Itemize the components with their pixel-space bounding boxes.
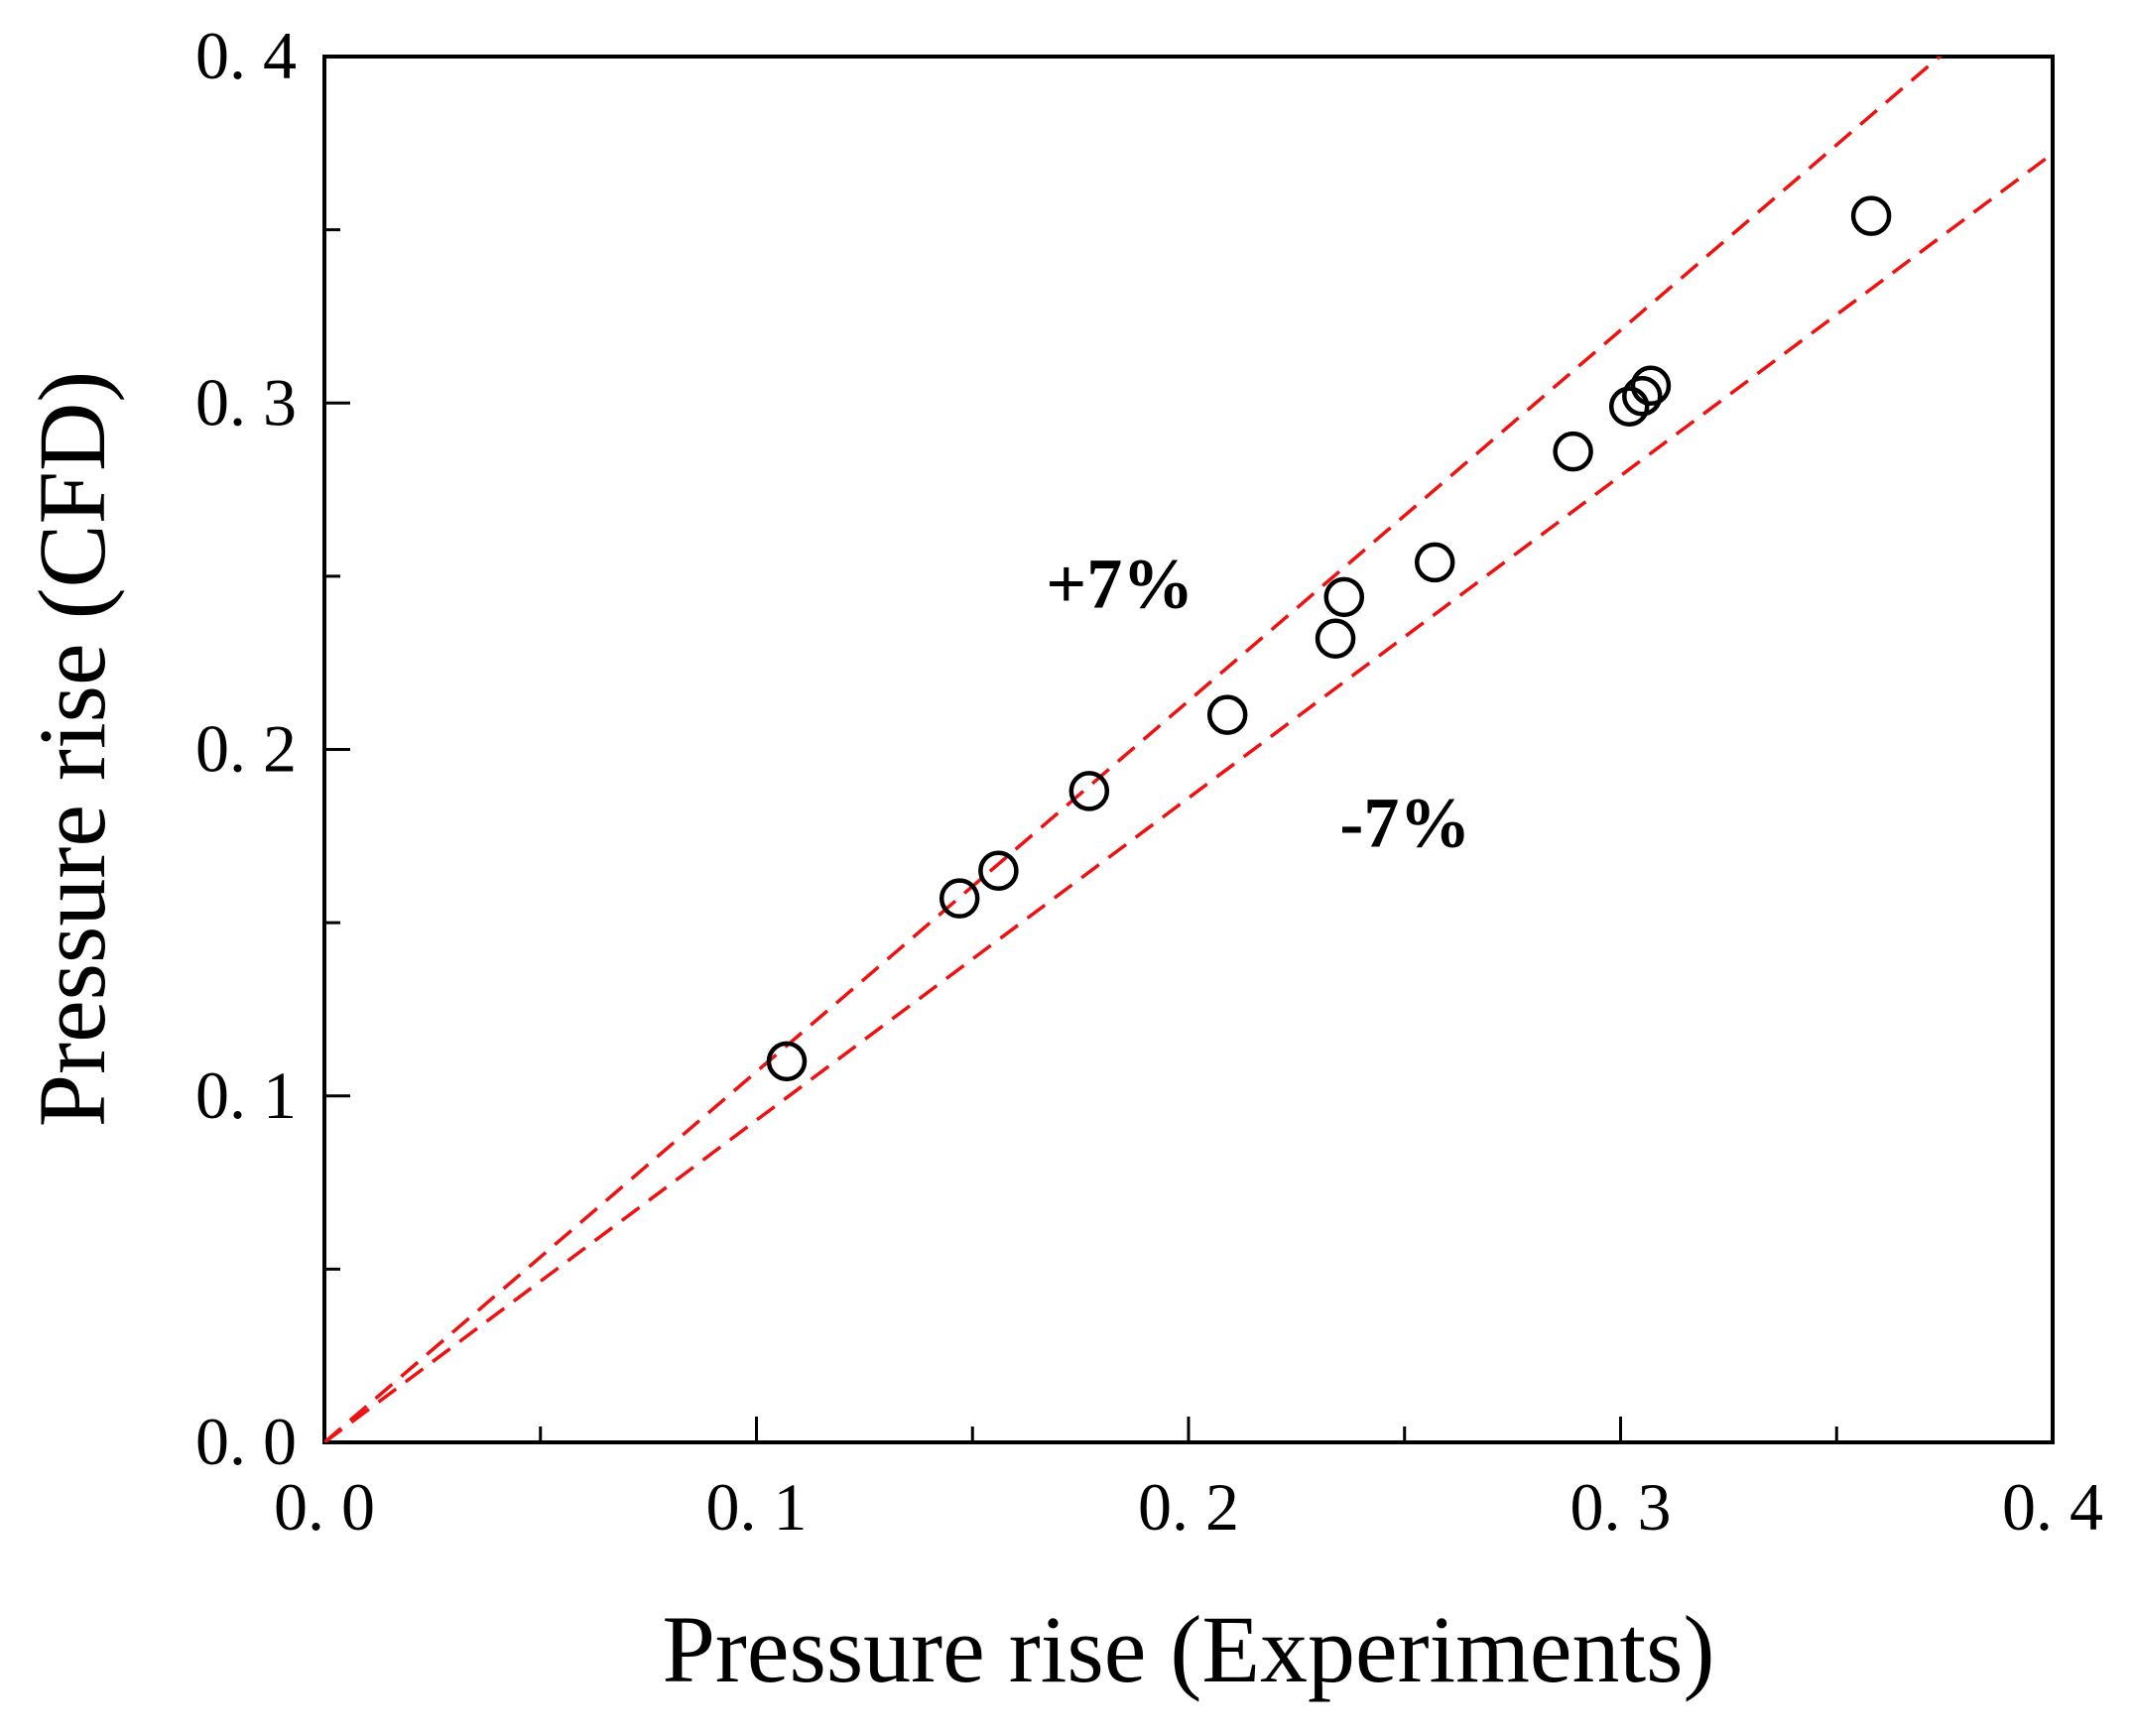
y-axis-title: Pressure rise (CFD) [19,371,125,1128]
data-point [1553,431,1593,472]
data-point [1414,542,1455,583]
band-label-lower: -7% [1339,783,1470,862]
data-point [978,850,1019,891]
data-point [1630,365,1672,407]
plot-frame [322,55,2055,1444]
y-tick-label: 0. 4 [195,18,297,93]
band-label-upper: +7% [1046,544,1193,623]
x-tick-label: 0. 4 [2002,1469,2103,1545]
x-axis-title: Pressure rise (Experiments) [662,1596,1714,1702]
band-line-upper [324,57,1943,1442]
data-point [1323,576,1365,618]
data-point [766,1041,808,1082]
y-tick-label: 0. 3 [195,364,297,439]
data-point [939,878,980,919]
x-tick-labels: 0. 0 0. 1 0. 2 0. 3 0. 4 [274,1469,2103,1545]
x-tick-label: 0. 1 [706,1469,808,1545]
y-tick-labels: 0. 0 0. 1 0. 2 0. 3 0. 4 [195,18,297,1479]
y-tick-label: 0. 2 [195,711,297,787]
data-point [1315,618,1356,659]
data-point [1068,771,1110,811]
data-point [1206,694,1248,735]
tolerance-bands [324,57,2053,1442]
band-line-lower [324,152,2053,1442]
data-point [1850,195,1892,236]
x-tick-label: 0. 0 [274,1469,375,1545]
x-tick-label: 0. 3 [1570,1469,1672,1545]
axis-ticks [322,55,2055,1444]
band-labels: +7% -7% [1046,544,1470,862]
data-point [1608,386,1650,427]
data-points [766,195,1892,1082]
y-tick-label: 0. 0 [195,1404,297,1479]
data-point [1622,376,1663,417]
y-tick-label: 0. 1 [195,1057,297,1133]
x-tick-label: 0. 2 [1138,1469,1239,1545]
